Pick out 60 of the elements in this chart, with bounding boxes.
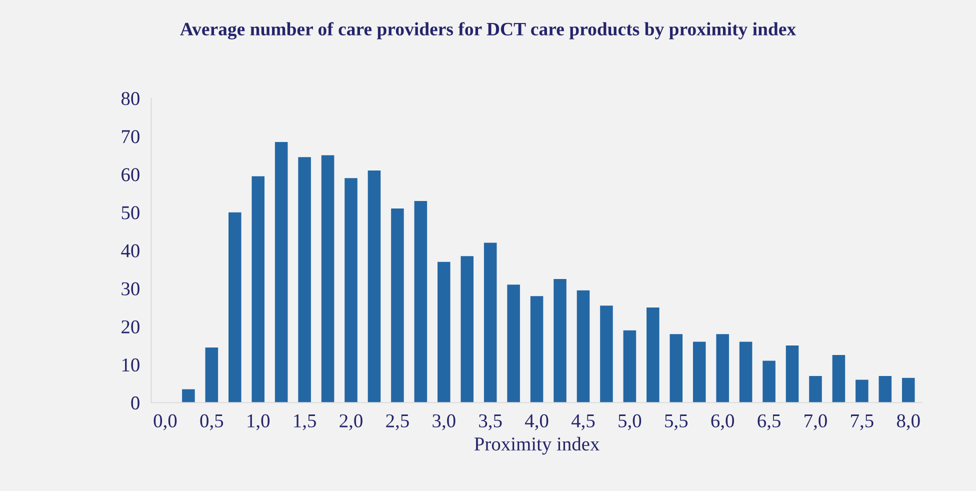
y-tick-label: 50: [122, 206, 140, 220]
y-tick-label: 40: [121, 244, 140, 258]
bar: [576, 290, 590, 403]
x-tick-label: 4,0: [525, 414, 548, 430]
bar: [762, 360, 776, 403]
bar: [530, 296, 544, 403]
bar: [739, 342, 752, 403]
x-tick-label: 7,0: [804, 414, 827, 430]
bar: [832, 355, 846, 403]
bar: [321, 155, 334, 403]
bar: [670, 334, 683, 403]
x-tick-label: 4,5: [571, 414, 595, 430]
y-tick-label: 70: [122, 130, 140, 144]
bar: [809, 376, 822, 403]
bar: [298, 157, 311, 403]
bar: [716, 334, 729, 403]
x-tick-label: 2,5: [386, 414, 409, 430]
bar: [878, 376, 892, 403]
y-tick-label: 30: [122, 282, 140, 296]
x-tick-label: 0,0: [154, 414, 177, 430]
bar: [692, 342, 706, 403]
bar: [391, 208, 404, 403]
x-tick-label: 1,5: [294, 414, 316, 430]
y-tick-label: 10: [122, 358, 140, 372]
bar: [786, 346, 799, 403]
x-tick-label: 8,0: [896, 414, 920, 430]
bar: [856, 380, 868, 403]
bar: [228, 212, 242, 403]
bar: [902, 378, 915, 403]
bar: [600, 306, 613, 403]
bar: [274, 142, 288, 403]
x-tick-label: 3,0: [432, 414, 456, 430]
bar: [344, 178, 358, 403]
y-tick-label: 20: [122, 320, 140, 334]
bar: [205, 347, 218, 403]
x-tick-label: 3,5: [479, 414, 502, 430]
bar: [182, 389, 195, 403]
x-tick-label: 5,0: [618, 414, 642, 430]
x-tick-label: 5,5: [665, 414, 688, 430]
x-tick-label: 1,0: [248, 414, 270, 430]
bar: [507, 284, 520, 403]
bar: [484, 242, 497, 403]
bar: [252, 176, 264, 403]
bar: [414, 200, 428, 403]
bar: [438, 262, 450, 403]
x-tick-label: 0,5: [200, 414, 224, 430]
x-tick-label: 6,5: [758, 414, 780, 430]
bar: [623, 330, 636, 403]
bar: [646, 307, 660, 403]
bar: [368, 170, 381, 403]
y-tick-label: 60: [122, 168, 140, 182]
x-tick-label: 6,0: [711, 414, 734, 430]
x-tick-label: 7,5: [851, 414, 874, 430]
chart-title: Average number of care providers for DCT care products by proximity index: [180, 22, 796, 40]
y-tick-label: 80: [121, 92, 140, 106]
bar: [460, 256, 474, 403]
bar: [554, 278, 566, 403]
y-tick-label: 0: [131, 396, 140, 410]
x-axis-title: Proximity index: [474, 436, 600, 455]
x-tick-label: 2,0: [340, 414, 362, 430]
